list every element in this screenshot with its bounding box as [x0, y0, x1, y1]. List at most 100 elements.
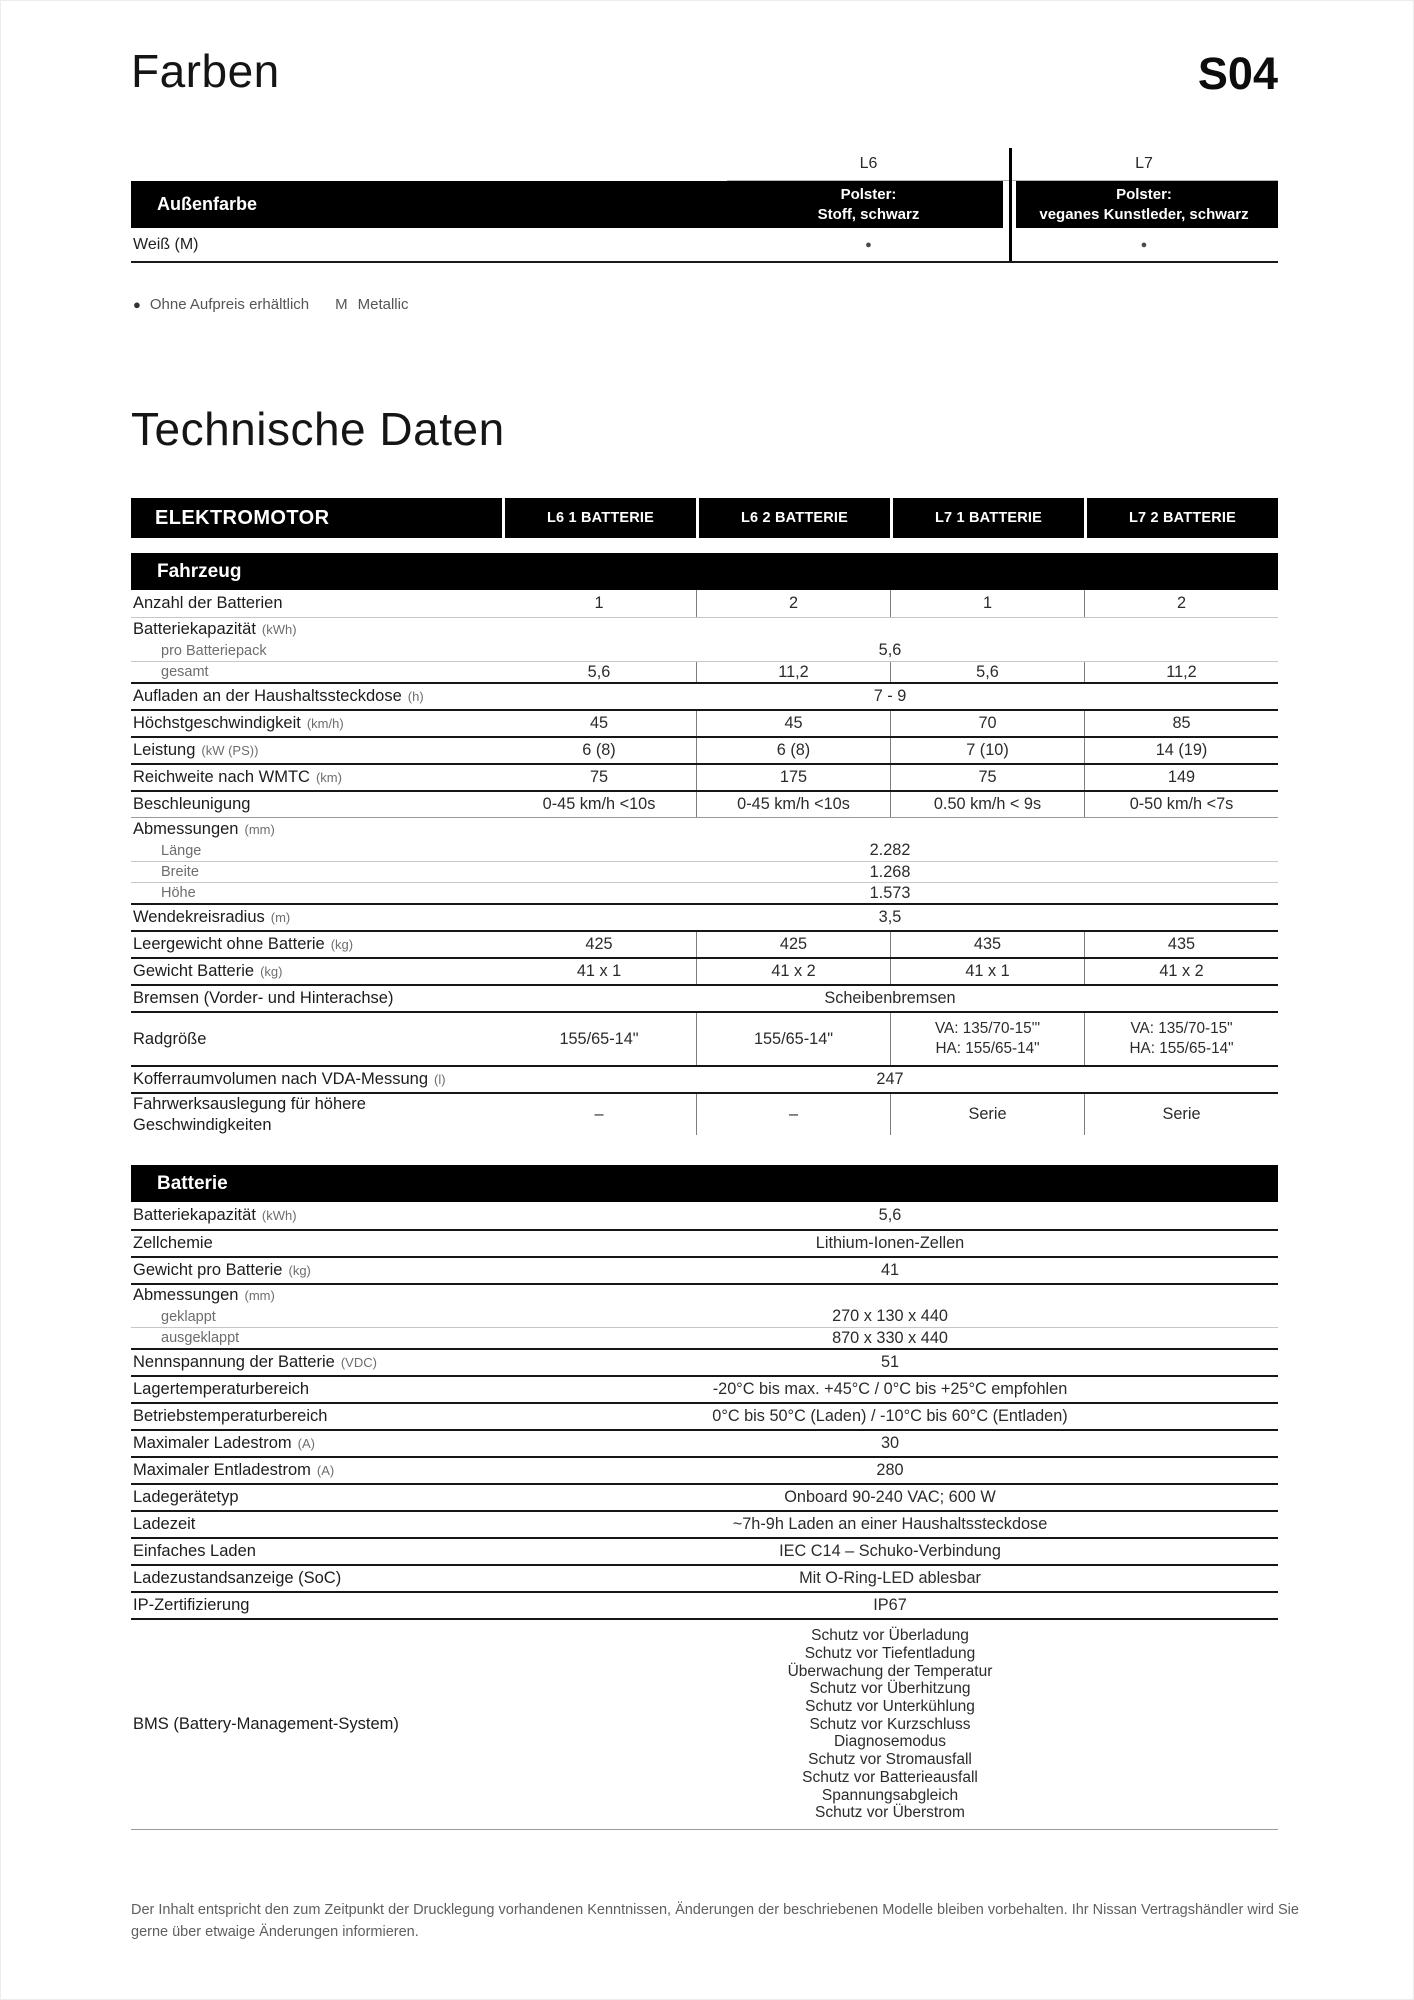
bms-protection-list: Schutz vor Überladung Schutz vor Tiefent…	[502, 1620, 1278, 1829]
spec-label: Höhe	[161, 885, 196, 901]
column-header-l7-2: L7 2 BATTERIE	[1084, 498, 1278, 538]
spec-label: Zellchemie	[133, 1234, 213, 1253]
label-unit: (km/h)	[306, 716, 344, 731]
spec-row: ausgeklappt 870 x 330 x 440	[131, 1327, 1278, 1348]
spec-label: Radgröße	[133, 1029, 207, 1048]
spec-label: Maximaler Ladestrom (A)	[131, 1431, 502, 1456]
farben-title: Farben	[131, 45, 280, 97]
spec-value: 1.573	[869, 883, 911, 902]
model-label-l6: L6	[727, 148, 1010, 181]
label-text: Fahrwerksauslegung für höhere Geschwindi…	[133, 1095, 366, 1134]
label-text: Abmessungen	[133, 819, 239, 838]
spec-value: 51	[880, 1353, 900, 1372]
label-text: Abmessungen	[133, 1286, 239, 1305]
spec-value: 41 x 1	[890, 959, 1084, 984]
spec-value: 1	[890, 590, 1084, 617]
spec-label: Betriebstemperaturbereich	[133, 1407, 328, 1426]
spec-row: Leergewicht ohne Batterie (kg) 425 425 4…	[131, 930, 1278, 957]
spec-label: Kofferraumvolumen nach VDA-Messung (l)	[131, 1067, 502, 1092]
spec-label: Abmessungen (mm)	[131, 1285, 502, 1306]
spec-label: Anzahl der Batterien	[133, 594, 283, 612]
spec-value: 5,6	[878, 641, 902, 659]
spec-label: Breite	[161, 864, 199, 880]
spec-row: Fahrwerksauslegung für höhere Geschwindi…	[131, 1092, 1278, 1136]
spec-row: geklappt 270 x 130 x 440	[131, 1306, 1278, 1327]
spec-value: 2	[696, 590, 890, 617]
availability-dot-l6: ●	[865, 238, 872, 251]
spec-value: 270 x 130 x 440	[832, 1307, 948, 1326]
legend: ● Ohne Aufpreis erhältlich M Metallic	[133, 296, 408, 313]
label-unit: (h)	[407, 689, 424, 704]
label-unit: (kWh)	[261, 1208, 297, 1224]
spec-row: Betriebstemperaturbereich 0°C bis 50°C (…	[131, 1402, 1278, 1429]
spec-label: pro Batteriepack	[161, 642, 267, 659]
spec-value: 0-50 km/h <7s	[1084, 792, 1278, 817]
bms-item: Spannungsabgleich	[821, 1786, 959, 1804]
label-unit: (kg)	[330, 937, 354, 952]
upholstery-l6-line2: Stoff, schwarz	[817, 205, 920, 223]
footer-note: Der Inhalt entspricht den zum Zeitpunkt …	[131, 1902, 1299, 1940]
spec-row: IP-Zertifizierung IP67	[131, 1591, 1278, 1618]
spec-row: Einfaches Laden IEC C14 – Schuko-Verbind…	[131, 1537, 1278, 1564]
spec-row: Kofferraumvolumen nach VDA-Messung (l) 2…	[131, 1065, 1278, 1092]
spec-label: ausgeklappt	[161, 1330, 240, 1347]
column-header-l6-1: L6 1 BATTERIE	[502, 498, 696, 538]
label-text: Batteriekapazität	[133, 619, 256, 638]
spec-row: Reichweite nach WMTC (km) 75 175 75 149	[131, 763, 1278, 790]
spec-label: Gewicht Batterie (kg)	[131, 959, 502, 984]
bms-item: Schutz vor Überstrom	[815, 1804, 965, 1822]
spec-row: Länge 2.282	[131, 840, 1278, 861]
upholstery-header-l6: Polster: Stoff, schwarz	[727, 181, 1010, 228]
spec-value: VA: 135/70-15" HA: 155/65-14"	[1084, 1013, 1278, 1065]
label-unit: (VDC)	[340, 1355, 377, 1371]
section-bar-batterie: Batterie	[131, 1165, 1278, 1203]
spec-value: 41 x 1	[576, 962, 622, 980]
spec-label: Batteriekapazität (kWh)	[131, 1202, 502, 1229]
spec-value: Serie	[890, 1094, 1084, 1136]
model-label-l7: L7	[1010, 148, 1278, 181]
label-text: Leergewicht ohne Batterie	[133, 935, 325, 953]
spec-value: 425	[585, 935, 613, 953]
spec-label: Ladegerätetyp	[133, 1488, 239, 1507]
spec-row: Aufladen an der Haushaltssteckdose (h) 7…	[131, 682, 1278, 709]
spec-value: 870 x 330 x 440	[832, 1328, 948, 1347]
spec-label: Wendekreisradius (m)	[131, 905, 502, 930]
label-unit: (A)	[316, 1463, 335, 1479]
spec-label: Fahrwerksauslegung für höhere Geschwindi…	[131, 1094, 502, 1135]
spec-row: Ladegerätetyp Onboard 90-240 VAC; 600 W	[131, 1483, 1278, 1510]
spec-value: 155/65-14"	[696, 1013, 890, 1065]
spec-row: Höchstgeschwindigkeit (km/h) 45 45 70 85	[131, 709, 1278, 736]
column-divider-line	[1009, 148, 1012, 261]
spec-value: 45	[696, 711, 890, 736]
color-row: Weiß (M) ● ●	[131, 228, 1278, 263]
spec-value: 45	[589, 714, 609, 732]
spec-row: Radgröße 155/65-14" 155/65-14" VA: 135/7…	[131, 1011, 1278, 1065]
availability-dot-l7: ●	[1140, 238, 1148, 251]
spec-value: IP67	[873, 1596, 907, 1615]
spec-row-bms: BMS (Battery-Management-System) Schutz v…	[131, 1618, 1278, 1830]
label-text: Aufladen an der Haushaltssteckdose	[133, 687, 402, 705]
spec-value: Onboard 90-240 VAC; 600 W	[784, 1488, 996, 1507]
label-unit: (l)	[434, 1072, 446, 1087]
upholstery-l7-line1: Polster:	[1116, 186, 1172, 203]
farben-table: L6 L7 Außenfarbe Polster: Stoff, schwarz…	[131, 148, 1278, 263]
label-unit: (kW (PS))	[201, 743, 259, 758]
spec-value: 30	[880, 1434, 900, 1453]
spec-value: 175	[696, 765, 890, 790]
spec-value: 5,6	[587, 662, 611, 681]
column-header-l6-2: L6 2 BATTERIE	[696, 498, 890, 538]
bms-item: Schutz vor Kurzschluss	[809, 1715, 971, 1733]
label-text: Kofferraumvolumen nach VDA-Messung	[133, 1070, 429, 1088]
spec-value: 155/65-14"	[559, 1029, 639, 1048]
upholstery-l7-line2: veganes Kunstleder, schwarz	[1039, 205, 1249, 223]
spec-row: Leistung (kW (PS)) 6 (8) 6 (8) 7 (10) 14…	[131, 736, 1278, 763]
spec-value: 75	[589, 768, 609, 786]
spec-value: 41 x 2	[1084, 959, 1278, 984]
tech-title: Technische Daten	[131, 403, 505, 455]
spec-value: VA: 135/70-15'" HA: 155/65-14"	[890, 1013, 1084, 1065]
value-line1: VA: 135/70-15'"	[934, 1020, 1041, 1038]
spec-row: Batteriekapazität (kWh) 5,6	[131, 1202, 1278, 1229]
spec-row: Maximaler Entladestrom (A) 280	[131, 1456, 1278, 1483]
spec-label: IP-Zertifizierung	[133, 1596, 250, 1615]
